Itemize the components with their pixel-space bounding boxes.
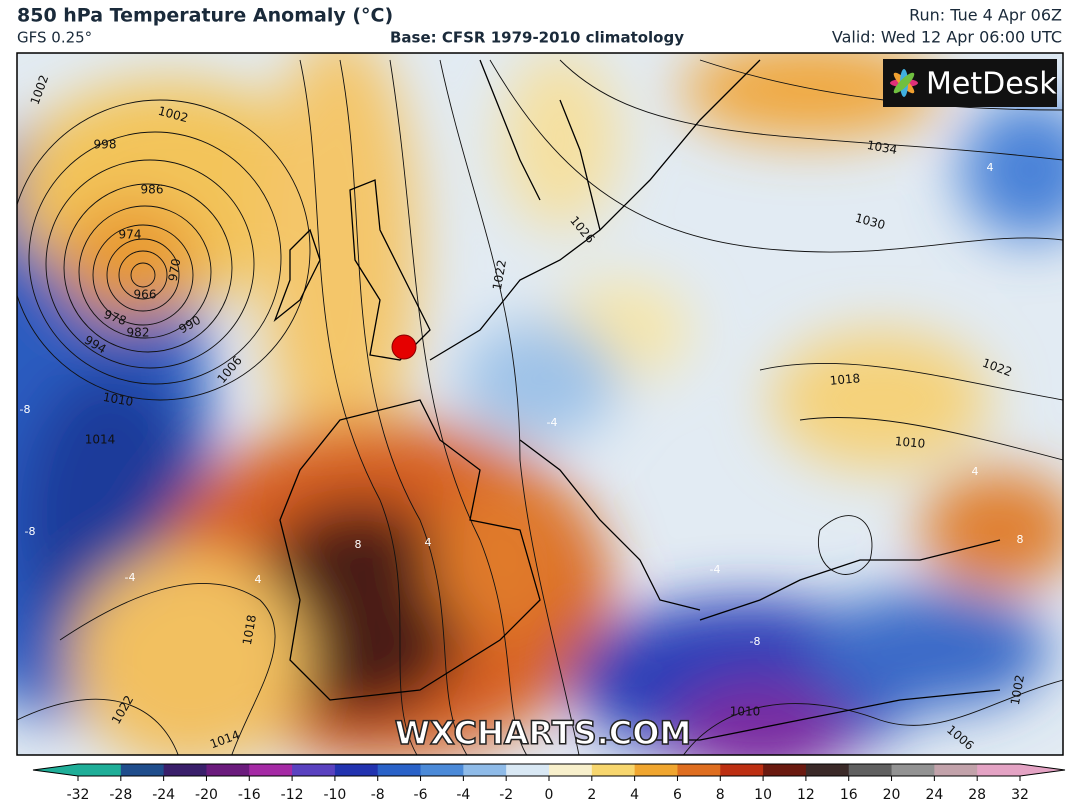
temperature-label: -4	[547, 416, 558, 429]
colorbar-tick-label: 0	[545, 787, 554, 803]
pressure-label: 1018	[240, 614, 259, 647]
colorbar-segment	[78, 764, 122, 776]
colorbar-tick-label: -2	[499, 787, 513, 803]
colorbar-segment	[934, 764, 978, 776]
colorbar-tick-label: 2	[587, 787, 596, 803]
colorbar-tick-label: -24	[152, 787, 175, 803]
anomaly-field	[17, 53, 1063, 755]
colorbar-segment	[420, 764, 464, 776]
colorbar-segment	[763, 764, 807, 776]
watermark: WXCHARTS.COM	[395, 714, 692, 752]
pressure-label: 1010	[730, 705, 761, 719]
pressure-label: 1010	[102, 390, 135, 409]
colorbar-tick-label: 20	[883, 787, 901, 803]
pressure-label: 1010	[894, 434, 926, 451]
colorbar-segment	[206, 764, 250, 776]
colorbar-segment	[805, 764, 850, 776]
colorbar-tick-label: -12	[281, 787, 304, 803]
pressure-label: 982	[127, 326, 150, 340]
temperature-label: 4	[425, 536, 432, 549]
colorbar-tick-label: 28	[968, 787, 986, 803]
temperature-label: -4	[125, 571, 136, 584]
title: 850 hPa Temperature Anomaly (°C)	[17, 5, 393, 27]
pressure-label: 1002	[1008, 674, 1027, 707]
pressure-label: 1022	[490, 259, 509, 292]
logo-text: MetDesk	[926, 67, 1057, 102]
colorbar-segment	[891, 764, 935, 776]
colorbar-tick-label: 32	[1011, 787, 1029, 803]
colorbar-tick-label: 24	[925, 787, 943, 803]
colorbar-segment	[334, 764, 379, 776]
pressure-label: 970	[166, 257, 184, 282]
temperature-label: -8	[750, 635, 761, 648]
colorbar-tick-label: -28	[109, 787, 132, 803]
pressure-label: 1014	[85, 433, 116, 447]
colorbar-segment	[377, 764, 422, 776]
colorbar-high-arrow	[1020, 764, 1065, 776]
pressure-label: 974	[119, 228, 142, 242]
colorbar-tick-label: 8	[716, 787, 725, 803]
base: Base: CFSR 1979-2010 climatology	[390, 29, 684, 47]
temperature-label: 4	[972, 465, 979, 478]
colorbar-segment	[848, 764, 893, 776]
temperature-label: 8	[1017, 533, 1024, 546]
temperature-label: -4	[710, 563, 721, 576]
pressure-label: 1034	[866, 138, 899, 157]
colorbar-tick-label: -32	[67, 787, 90, 803]
model: GFS 0.25°	[17, 29, 92, 47]
colorbar-tick-label: 6	[673, 787, 682, 803]
temperature-label: -8	[20, 403, 31, 416]
colorbar-segment	[163, 764, 207, 776]
colorbar-segment	[591, 764, 636, 776]
location-marker	[391, 334, 417, 360]
map-frame	[16, 52, 1064, 756]
colorbar-tick-label: -20	[195, 787, 218, 803]
valid: Valid: Wed 12 Apr 06:00 UTC	[832, 28, 1062, 47]
colorbar-tick-label: 16	[840, 787, 858, 803]
colorbar-segment	[120, 764, 165, 776]
colorbar-tick-label: -8	[371, 787, 385, 803]
pressure-label: 998	[94, 138, 117, 152]
pressure-label: 1018	[829, 371, 861, 388]
temperature-label: 4	[987, 161, 994, 174]
colorbar-tick-label: -10	[323, 787, 346, 803]
colorbar-segment	[292, 764, 336, 776]
temperature-label: 4	[255, 573, 262, 586]
run: Run: Tue 4 Apr 06Z	[909, 6, 1062, 25]
colorbar-segment	[463, 764, 507, 776]
colorbar: -32 -28 -24 -20 -16 -12 -10 -8 -6 -4 -2 0 2 4 6 8 10 12 16…	[32, 763, 1066, 803]
colorbar-segment	[977, 764, 1021, 776]
colorbar-segment	[634, 764, 678, 776]
pressure-label: 986	[141, 183, 164, 197]
pressure-label: 966	[134, 288, 157, 302]
temperature-label: -8	[25, 525, 36, 538]
colorbar-tick-label: -16	[238, 787, 261, 803]
temperature-label: 8	[355, 538, 362, 551]
colorbar-segment	[720, 764, 764, 776]
colorbar-tick-label: 4	[630, 787, 639, 803]
logo-icon	[890, 69, 918, 97]
colorbar-segment	[249, 764, 293, 776]
colorbar-tick-label: -4	[456, 787, 470, 803]
isobars	[17, 59, 1063, 755]
colorbar-low-arrow	[33, 764, 78, 776]
colorbar-tick-label: 10	[754, 787, 772, 803]
colorbar-segment	[677, 764, 721, 776]
coastlines	[273, 59, 1001, 741]
colorbar-segment	[549, 764, 593, 776]
colorbar-tick-label: -6	[414, 787, 428, 803]
colorbar-tick-label: 12	[797, 787, 815, 803]
colorbar-segment	[506, 764, 550, 776]
